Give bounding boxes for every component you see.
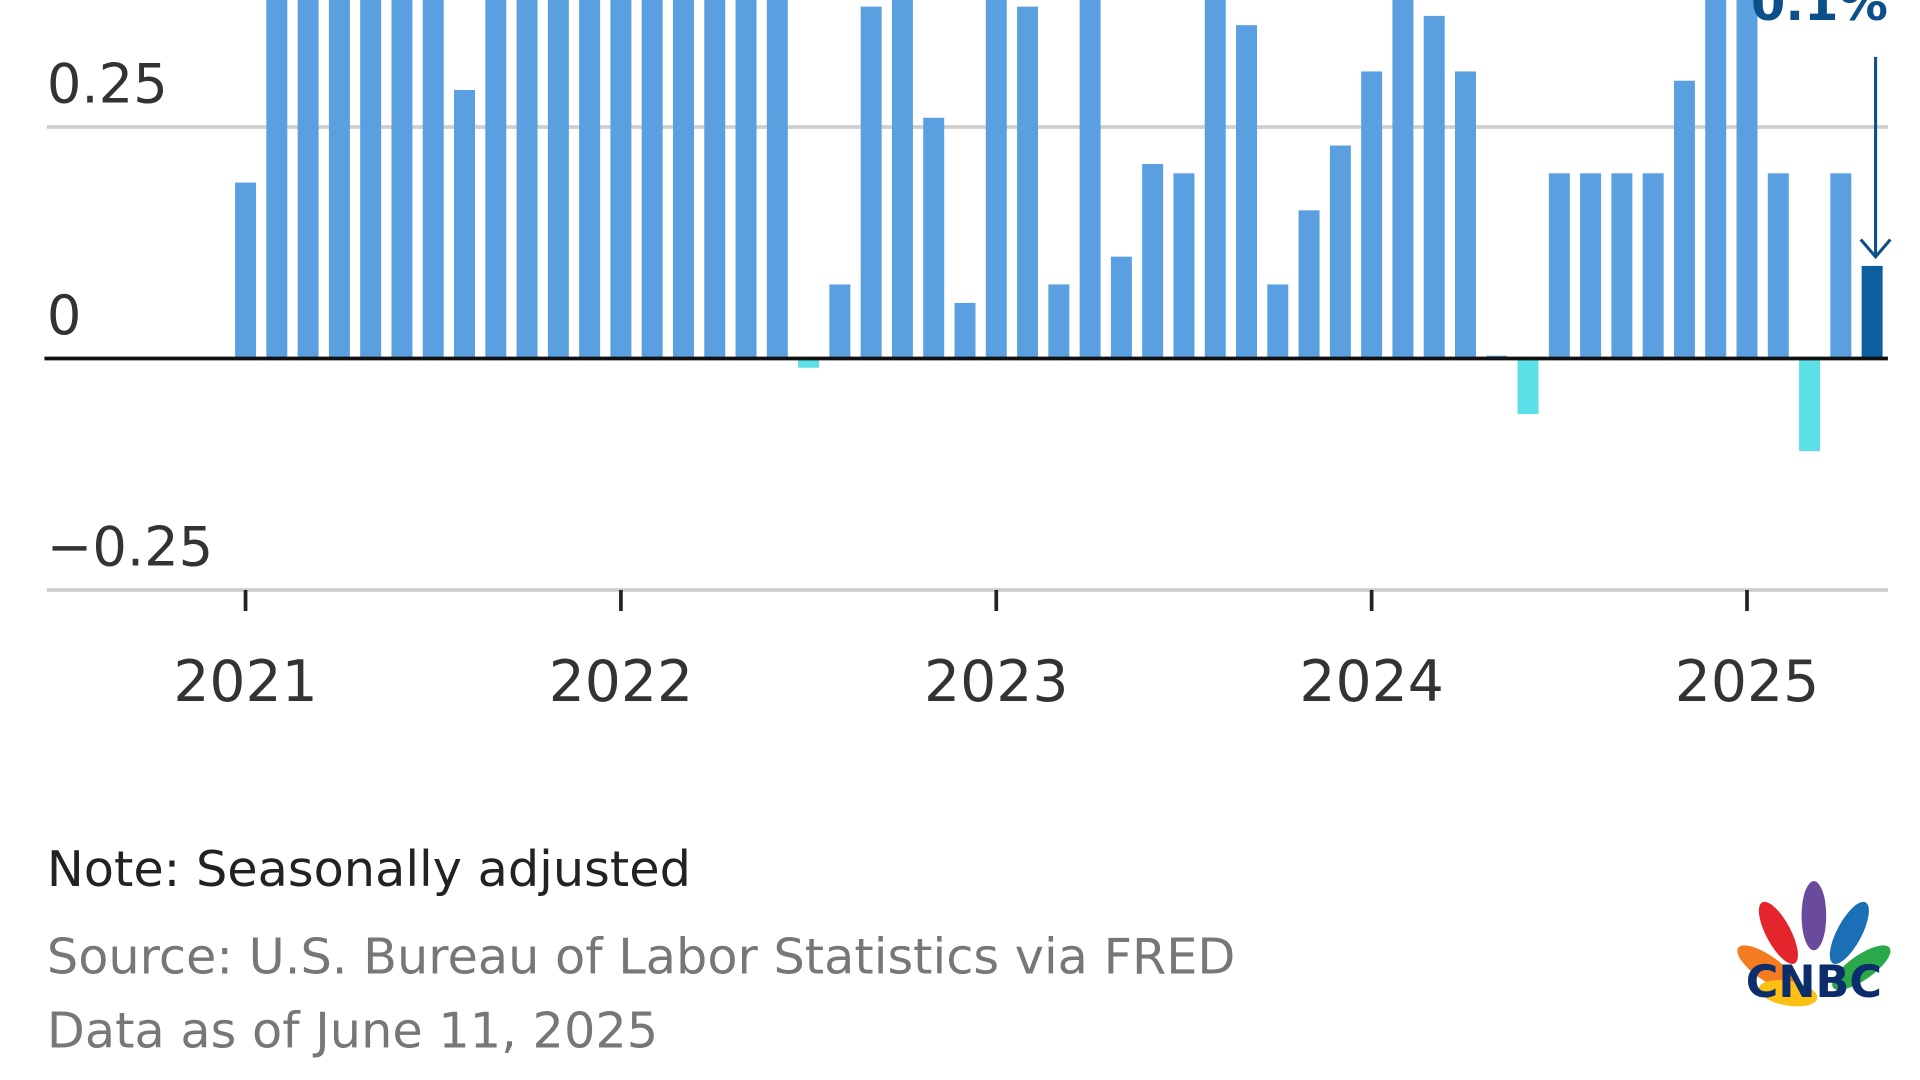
bar xyxy=(672,0,694,359)
bar xyxy=(1079,0,1101,359)
bar xyxy=(1361,71,1383,359)
bar xyxy=(547,0,569,359)
bar xyxy=(1673,80,1695,359)
bar xyxy=(954,302,976,359)
bar xyxy=(1329,145,1351,359)
bar xyxy=(1548,173,1570,359)
date-note: Data as of June 11, 2025 xyxy=(47,1002,658,1060)
bar xyxy=(1267,284,1289,359)
logo-peacock xyxy=(1737,881,1891,1007)
bar xyxy=(891,0,913,359)
bar xyxy=(485,0,507,359)
bar xyxy=(1142,164,1164,359)
note: Note: Seasonally adjusted xyxy=(47,840,691,898)
bar xyxy=(1298,210,1320,359)
bar xyxy=(516,0,538,359)
bar xyxy=(798,358,820,368)
bar xyxy=(266,0,288,359)
annotation: 0.1% xyxy=(1751,0,1888,32)
bar xyxy=(704,0,726,359)
bar xyxy=(1799,358,1821,452)
source: Source: U.S. Bureau of Labor Statistics … xyxy=(47,928,1236,986)
bar xyxy=(985,0,1007,359)
bar xyxy=(360,0,382,359)
bar xyxy=(1454,71,1476,359)
bar xyxy=(1204,0,1226,359)
bar xyxy=(1642,173,1664,359)
bar xyxy=(1705,0,1727,359)
bar xyxy=(860,6,882,359)
bar xyxy=(1517,358,1539,415)
bar xyxy=(235,182,257,359)
bar xyxy=(1392,0,1414,359)
bar xyxy=(1611,173,1633,359)
bar xyxy=(422,0,444,359)
bar xyxy=(766,0,788,359)
x-tick-label: 2023 xyxy=(924,649,1068,715)
x-tick-label: 2025 xyxy=(1675,649,1819,715)
bar xyxy=(579,0,601,359)
y-tick-label: 0.25 xyxy=(47,52,168,115)
bar xyxy=(1110,256,1132,359)
bar xyxy=(923,117,945,359)
bar xyxy=(1830,173,1852,359)
bar xyxy=(1236,25,1258,359)
bar xyxy=(297,0,319,359)
bar xyxy=(829,284,851,359)
bar xyxy=(735,0,757,359)
bar xyxy=(610,0,632,359)
y-tick-label: −0.25 xyxy=(47,515,213,578)
bar xyxy=(454,89,476,359)
bar xyxy=(328,0,350,359)
bar xyxy=(1048,284,1070,359)
annotation-arrowhead xyxy=(1859,238,1892,260)
bar xyxy=(1017,6,1039,359)
bar xyxy=(1423,15,1445,359)
bar xyxy=(391,0,413,359)
x-tick-label: 2022 xyxy=(549,649,693,715)
bar xyxy=(1736,0,1758,359)
bar xyxy=(1861,265,1883,359)
logo-text: CNBC xyxy=(1746,957,1882,1008)
bar xyxy=(1580,173,1602,359)
x-tick-label: 2021 xyxy=(173,649,317,715)
bar xyxy=(1767,173,1789,359)
x-tick-label: 2024 xyxy=(1299,649,1443,715)
bar xyxy=(641,0,663,359)
bar xyxy=(1173,173,1195,359)
y-tick-label: 0 xyxy=(47,284,82,347)
